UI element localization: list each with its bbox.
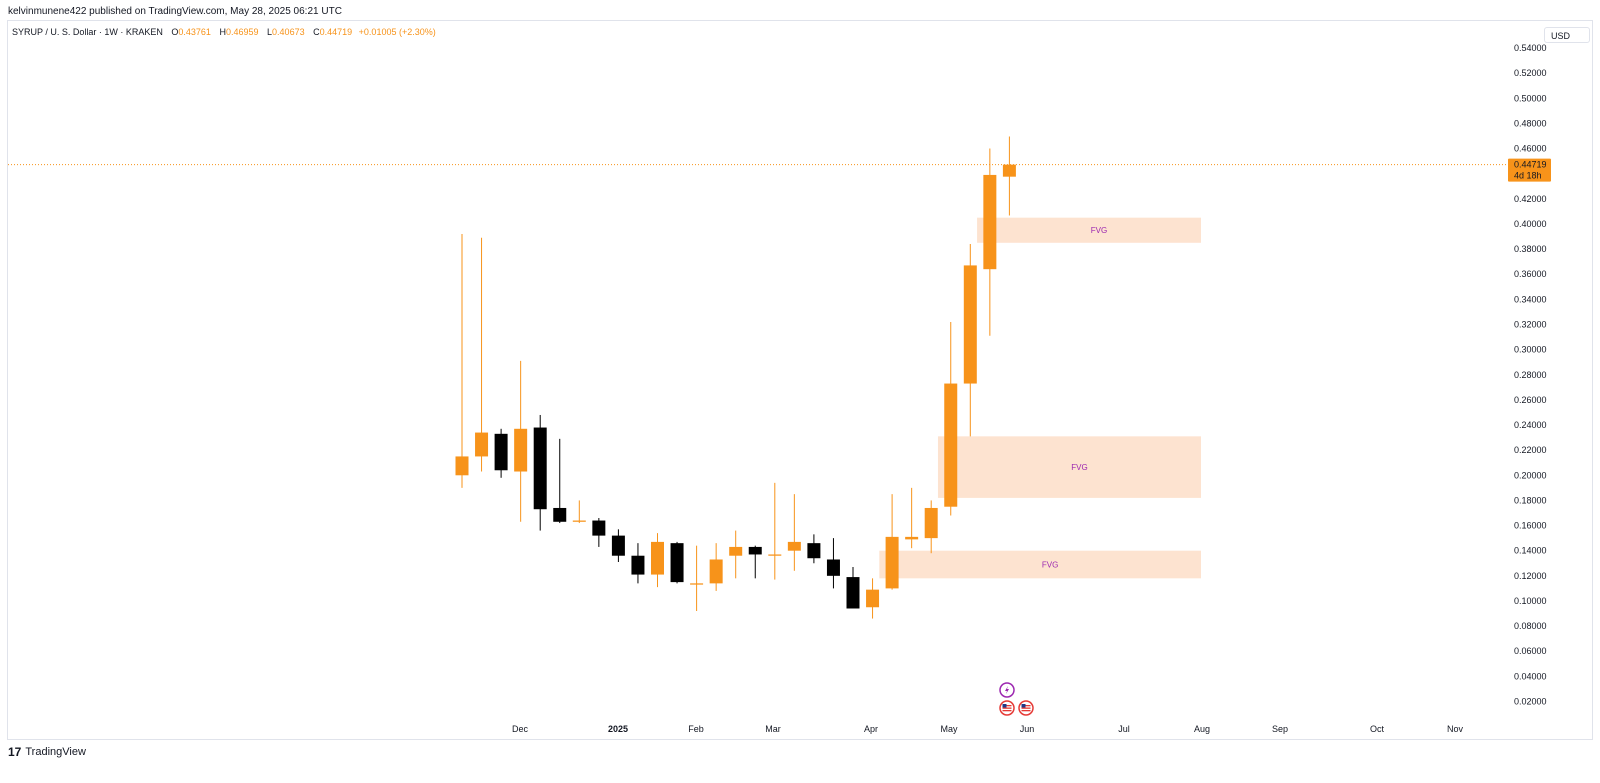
published-header: kelvinmunene422 published on TradingView… [8, 6, 342, 17]
high-key: H [219, 27, 226, 37]
high-value: 0.46959 [225, 27, 259, 37]
tradingview-logo-icon: 17 [8, 745, 22, 759]
tradingview-logo-text: TradingView [25, 746, 86, 758]
change-value: +0.01005 (+2.30%) [358, 27, 436, 37]
low-value: 0.40673 [272, 27, 305, 37]
symbol-title[interactable]: SYRUP / U. S. Dollar · 1W · KRAKEN [12, 27, 163, 37]
close-key: C [313, 27, 320, 37]
close-value: 0.44719 [319, 27, 353, 37]
open-value: 0.43761 [178, 27, 211, 37]
low-key: L [267, 27, 273, 37]
symbol-legend: SYRUP / U. S. Dollar · 1W · KRAKEN O0.43… [12, 27, 436, 37]
chart-frame[interactable] [7, 20, 1593, 740]
open-key: O [171, 27, 179, 37]
currency-selector[interactable]: USD [1544, 27, 1590, 43]
tradingview-footer[interactable]: 17 TradingView [8, 745, 86, 759]
